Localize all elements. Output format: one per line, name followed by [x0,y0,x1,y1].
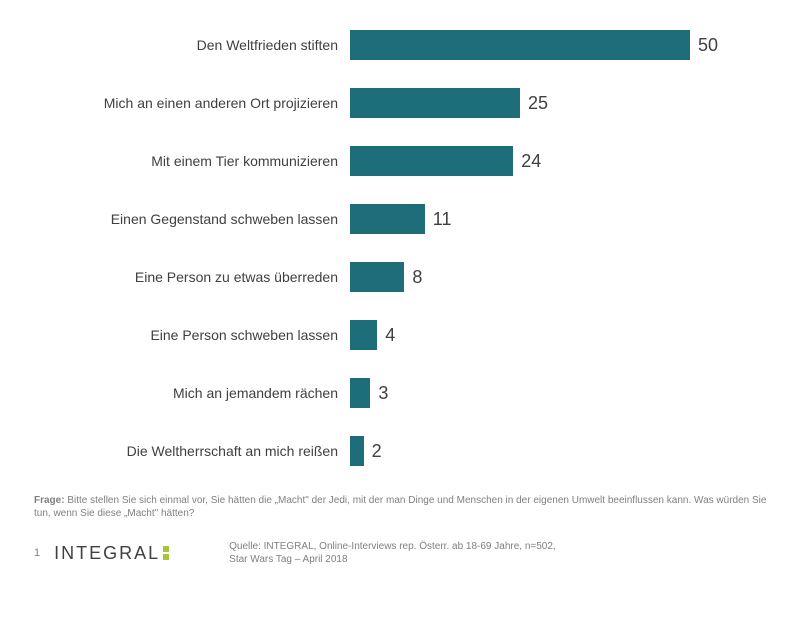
bar-track: 3 [350,378,790,408]
bar-row: Mich an jemandem rächen 3 [40,378,790,408]
bar-label: Mit einem Tier kommunizieren [40,153,350,169]
bar-track: 11 [350,204,790,234]
footnote-prefix: Frage: [34,495,65,506]
bar-value: 50 [690,35,718,56]
bar-row: Einen Gegenstand schweben lassen 11 [40,204,790,234]
bar-chart: Den Weltfrieden stiften 50 Mich an einen a… [40,30,790,466]
bar-label: Mich an jemandem rächen [40,385,350,401]
bar-fill [350,204,425,234]
bar-fill [350,436,364,466]
footer-row: 1 INTEGRAL Quelle: INTEGRAL, Online-Inte… [30,540,781,566]
bar-value: 4 [377,325,395,346]
bar-row: Eine Person zu etwas überreden 8 [40,262,790,292]
logo-square-1 [163,546,169,552]
bar-value: 25 [520,93,548,114]
bar-row: Mich an einen anderen Ort projizieren 25 [40,88,790,118]
bar-label: Mich an einen anderen Ort projizieren [40,95,350,111]
bar-row: Die Weltherrschaft an mich reißen 2 [40,436,790,466]
bar-row: Mit einem Tier kommunizieren 24 [40,146,790,176]
bar-track: 25 [350,88,790,118]
logo-squares-icon [163,546,169,560]
bar-label: Eine Person schweben lassen [40,327,350,343]
logo: INTEGRAL [54,543,169,564]
bar-value: 11 [425,209,452,230]
bar-fill [350,262,404,292]
question-footnote: Frage: Bitte stellen Sie sich einmal vor… [30,494,781,520]
bar-label: Die Weltherrschaft an mich reißen [40,443,350,459]
bar-track: 8 [350,262,790,292]
bar-fill [350,378,370,408]
bar-value: 8 [404,267,422,288]
logo-square-2 [163,554,169,560]
source-line-1: Quelle: INTEGRAL, Online-Interviews rep.… [229,540,556,553]
bar-track: 4 [350,320,790,350]
source-text: Quelle: INTEGRAL, Online-Interviews rep.… [229,540,556,566]
bar-track: 2 [350,436,790,466]
bar-fill [350,30,690,60]
bar-value: 24 [513,151,541,172]
bar-track: 24 [350,146,790,176]
footnote-text: Bitte stellen Sie sich einmal vor, Sie h… [34,495,766,519]
bar-label: Einen Gegenstand schweben lassen [40,211,350,227]
bar-fill [350,320,377,350]
logo-text: INTEGRAL [54,543,160,564]
bar-row: Eine Person schweben lassen 4 [40,320,790,350]
bar-fill [350,88,520,118]
bar-label: Den Weltfrieden stiften [40,37,350,53]
bar-row: Den Weltfrieden stiften 50 [40,30,790,60]
bar-value: 2 [364,441,382,462]
bar-track: 50 [350,30,790,60]
bar-value: 3 [370,383,388,404]
page-number: 1 [34,547,40,559]
bar-fill [350,146,513,176]
source-line-2: Star Wars Tag – April 2018 [229,553,556,566]
bar-label: Eine Person zu etwas überreden [40,269,350,285]
